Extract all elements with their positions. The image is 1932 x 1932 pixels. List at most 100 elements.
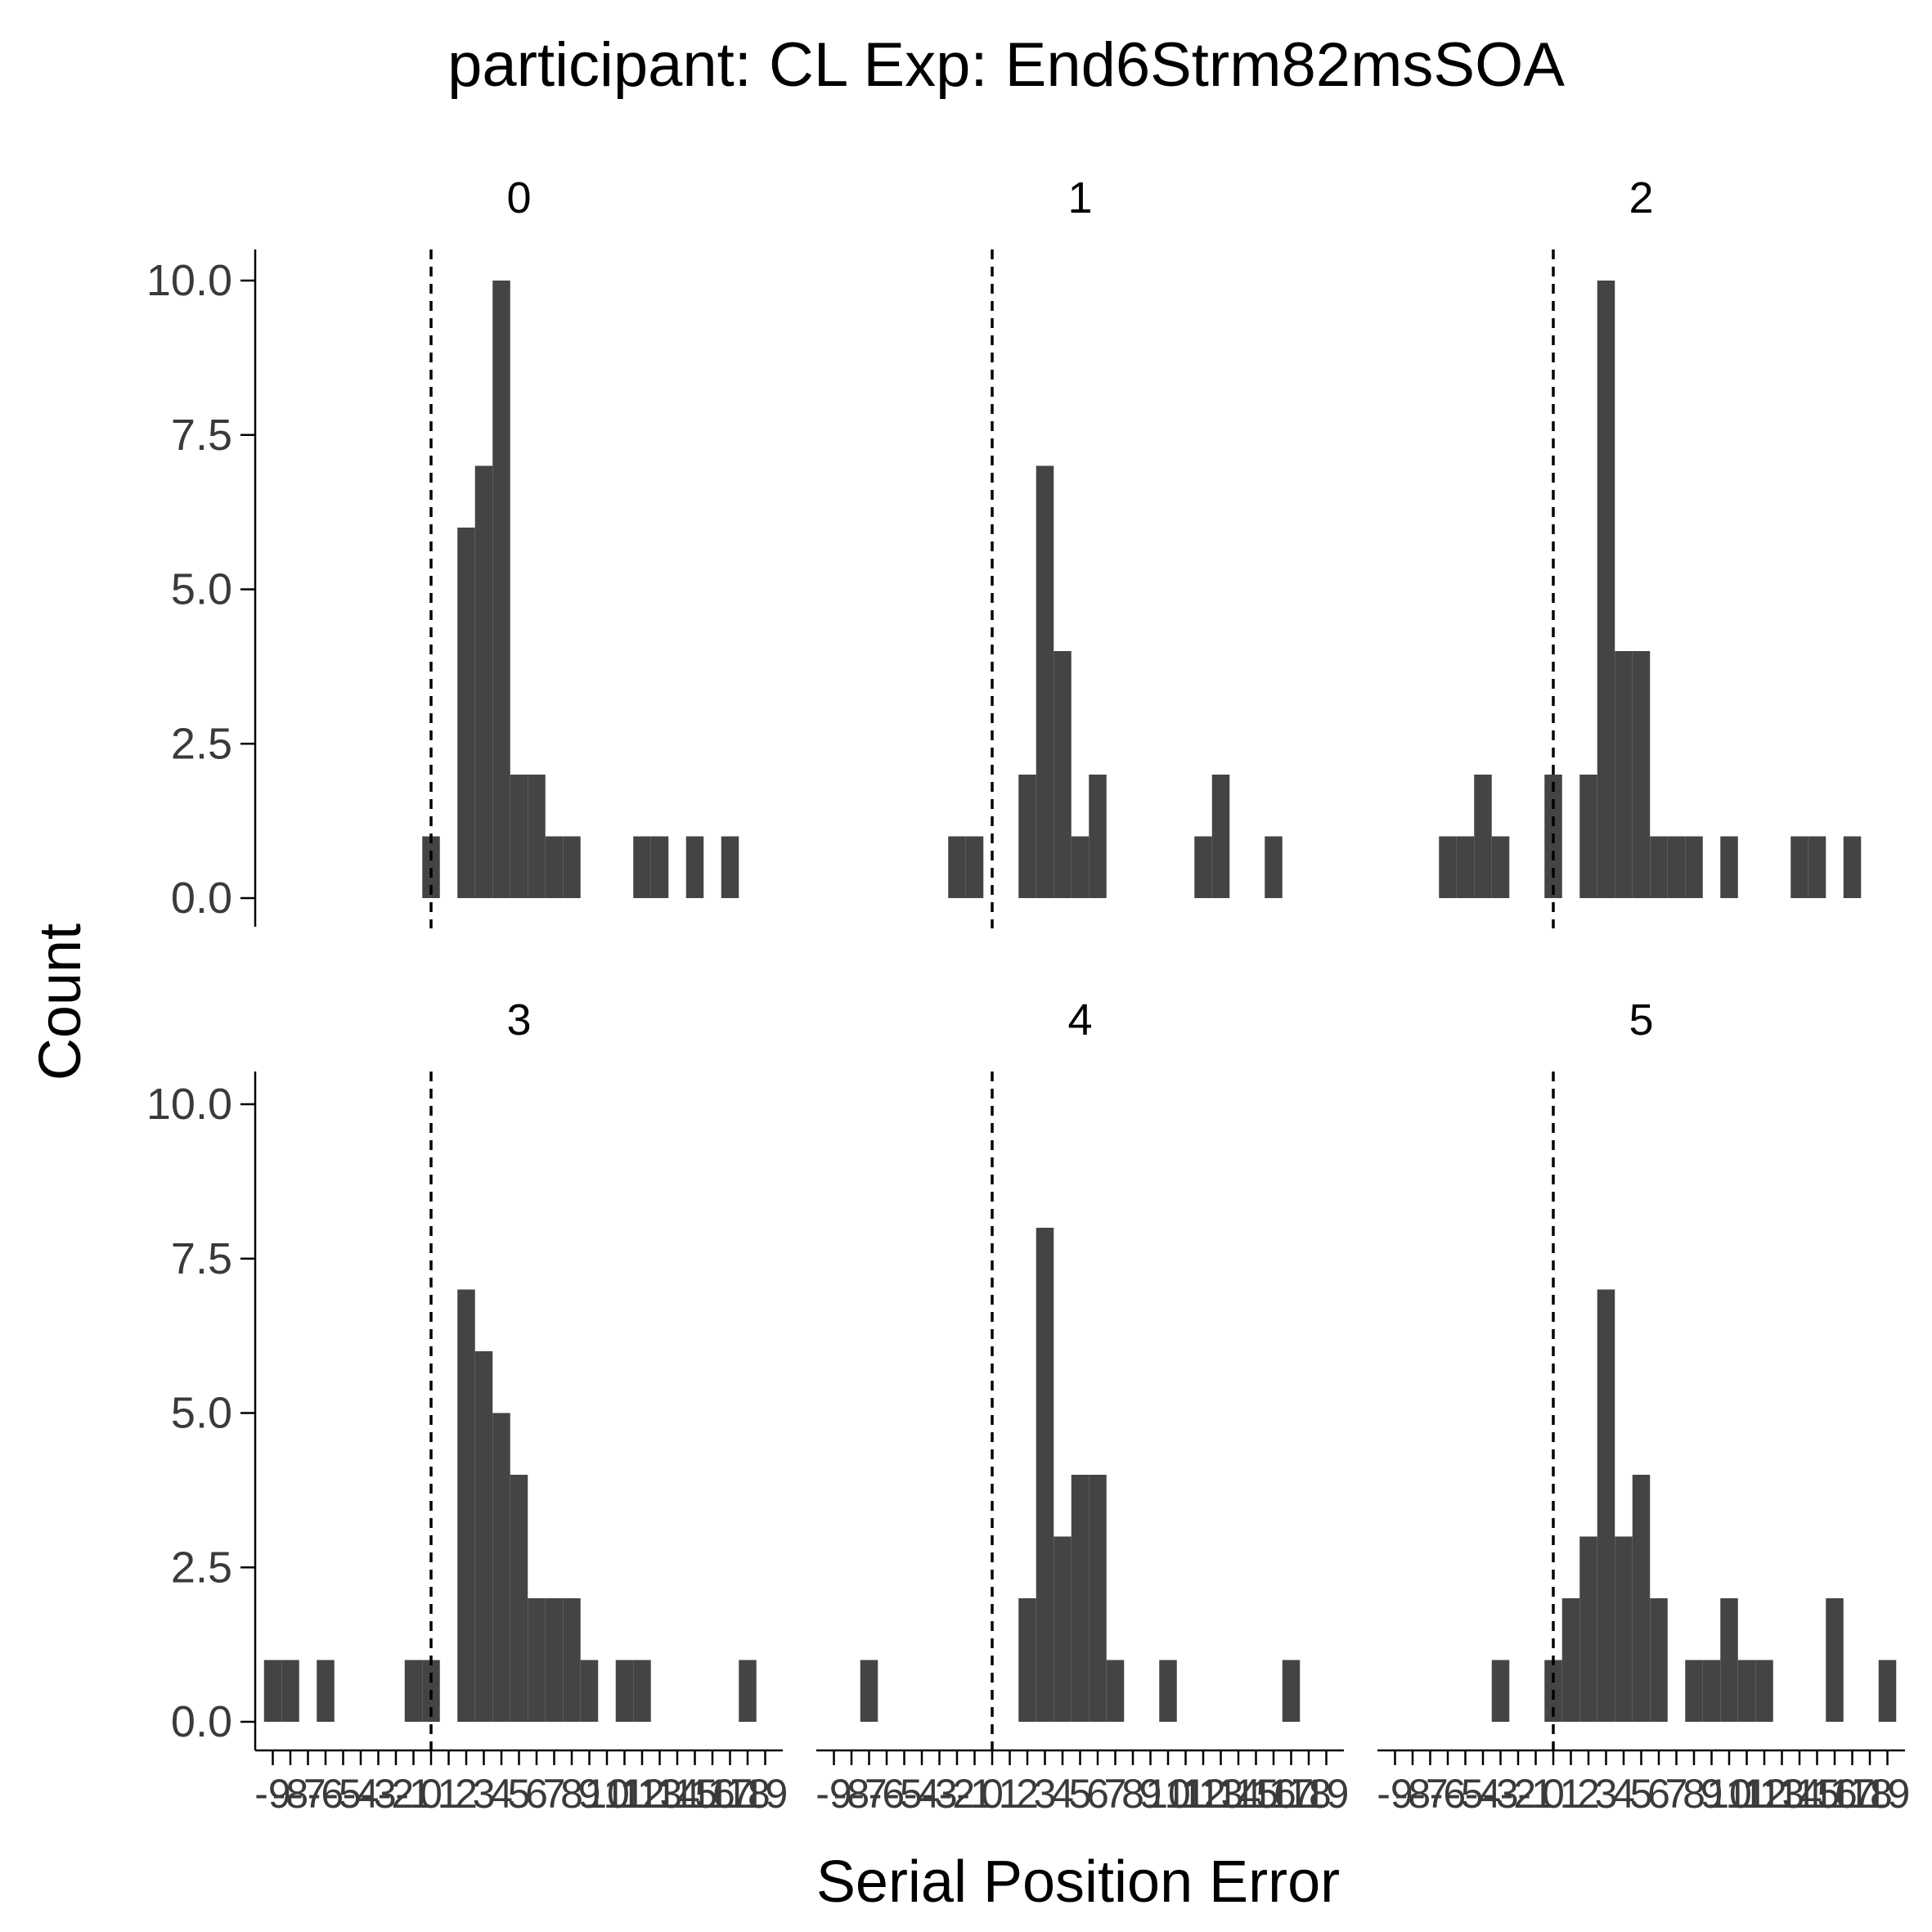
histogram-bar [1194, 836, 1212, 898]
facet-label: 0 [506, 173, 531, 222]
x-tick-label: 15 [1233, 1771, 1279, 1817]
x-tick-label: 15 [672, 1771, 718, 1817]
x-tick-label: -9 [1377, 1771, 1413, 1817]
histogram-bar [1650, 836, 1668, 898]
histogram-bar [457, 1289, 475, 1722]
facet-label: 5 [1629, 995, 1653, 1045]
x-tick-label: -2 [939, 1771, 975, 1817]
x-tick-label: -4 [343, 1771, 379, 1817]
x-axis-label: Serial Position Error [816, 1849, 1340, 1915]
x-tick-label: 1 [1560, 1771, 1583, 1817]
facet-label: 3 [506, 995, 531, 1045]
histogram-bar [1018, 775, 1036, 898]
histogram-bar [545, 1598, 564, 1722]
histogram-bar [1071, 1475, 1090, 1722]
y-axis-label: Count [28, 923, 93, 1081]
histogram-bar [965, 836, 984, 898]
facet-panel-4: 4-9-8-7-6-5-4-3-2-1012345678910111213141… [815, 995, 1349, 1817]
histogram-bar [1089, 775, 1107, 898]
x-tick-label: 19 [1304, 1771, 1350, 1817]
y-tick-label: 10.0 [146, 256, 232, 305]
y-tick-label: 7.5 [171, 411, 232, 460]
x-tick-label: 7 [543, 1771, 566, 1817]
x-tick-label: 13 [637, 1771, 683, 1817]
histogram-bar [1036, 1228, 1054, 1722]
histogram-bar [1790, 836, 1808, 898]
histogram-bar [1265, 836, 1283, 898]
x-tick-label: -8 [272, 1771, 308, 1817]
histogram-bar [860, 1660, 878, 1722]
histogram-bar [1597, 281, 1615, 898]
histogram-bar [510, 1475, 528, 1722]
x-tick-label: 18 [725, 1771, 771, 1817]
histogram-bar [404, 1660, 423, 1722]
x-tick-label: 16 [1812, 1771, 1858, 1817]
histogram-bar [492, 1413, 510, 1722]
histogram-bar [1685, 836, 1703, 898]
x-tick-label: 16 [690, 1771, 735, 1817]
x-tick-label: 15 [1795, 1771, 1840, 1817]
histogram-bar [563, 836, 581, 898]
histogram-bar [528, 775, 546, 898]
histogram-bar [528, 1598, 546, 1722]
x-tick-label: 8 [560, 1771, 583, 1817]
chart-title: participant: CL Exp: End6Strm82msSOA [447, 30, 1565, 100]
histogram-bar [1491, 836, 1510, 898]
x-tick-label: -8 [1395, 1771, 1431, 1817]
histogram-bar [474, 465, 493, 898]
x-tick-label: 6 [525, 1771, 548, 1817]
histogram-bar [1106, 1660, 1125, 1722]
facet-label: 4 [1067, 995, 1092, 1045]
histogram-bar [563, 1598, 581, 1722]
histogram-bar [1089, 1475, 1107, 1722]
x-tick-label: 8 [1121, 1771, 1144, 1817]
histogram-bar [1071, 836, 1090, 898]
x-tick-label: 14 [654, 1771, 700, 1817]
x-tick-label: -5 [325, 1771, 361, 1817]
x-tick-label: 5 [1069, 1771, 1092, 1817]
histogram-bar [1439, 836, 1457, 898]
x-tick-label: 19 [743, 1771, 789, 1817]
x-tick-label: 7 [1665, 1771, 1688, 1817]
x-tick-label: 1 [438, 1771, 461, 1817]
x-tick-label: -6 [869, 1771, 905, 1817]
x-tick-label: 9 [578, 1771, 601, 1817]
histogram-bar [1685, 1660, 1703, 1722]
x-tick-label: 17 [708, 1771, 753, 1817]
y-tick-label: 5.0 [171, 565, 232, 614]
x-tick-label: -9 [815, 1771, 851, 1817]
histogram-bar [474, 1351, 493, 1722]
histogram-bar [1632, 1475, 1651, 1722]
histogram-bar [1456, 836, 1475, 898]
histogram-bar [492, 281, 510, 898]
histogram-bar [1755, 1660, 1773, 1722]
x-tick-label: 12 [1741, 1771, 1787, 1817]
x-tick-label: -9 [254, 1771, 290, 1817]
x-tick-label: 0 [420, 1771, 443, 1817]
histogram-bar [1054, 1536, 1072, 1722]
histogram-bar [1054, 651, 1072, 898]
x-tick-label: 2 [1016, 1771, 1039, 1817]
x-tick-label: 9 [1139, 1771, 1162, 1817]
histogram-bar [1282, 1660, 1301, 1722]
x-tick-label: 9 [1701, 1771, 1723, 1817]
x-tick-label: 13 [1759, 1771, 1805, 1817]
x-tick-label: 2 [455, 1771, 478, 1817]
x-tick-label: 1 [999, 1771, 1022, 1817]
x-tick-label: 3 [1595, 1771, 1618, 1817]
histogram-bar [317, 1660, 335, 1722]
facet-panel-2: 2 [1439, 173, 1862, 928]
x-tick-label: -7 [1412, 1771, 1448, 1817]
histogram-bar [721, 836, 739, 898]
histogram-bar [1211, 775, 1230, 898]
facet-panel-0: 0 0.0 2.5 5.0 7.5 10.0 [146, 173, 739, 928]
histogram-bar [1474, 775, 1492, 898]
y-tick-label: 5.0 [171, 1389, 232, 1438]
x-tick-label: 14 [1215, 1771, 1261, 1817]
histogram-bar [1159, 1660, 1177, 1722]
histogram-bar [1667, 836, 1686, 898]
x-tick-label: 10 [584, 1771, 630, 1817]
x-tick-label: 4 [1612, 1771, 1635, 1817]
